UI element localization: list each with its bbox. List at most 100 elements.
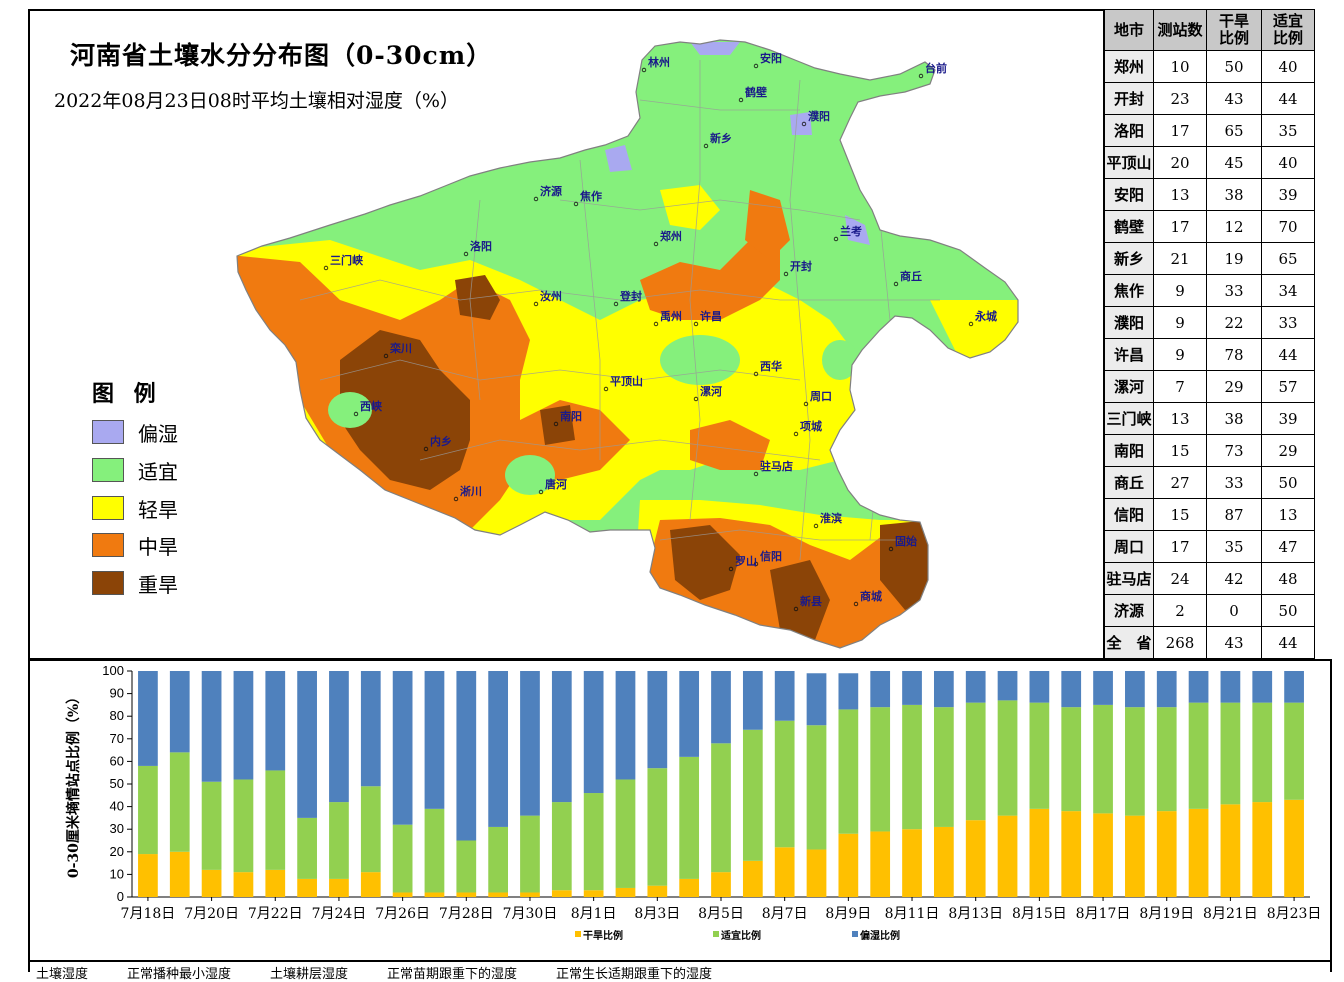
- note-panel: [28, 960, 1332, 972]
- place-marker: [463, 251, 469, 257]
- x-tick-label: 8月9日: [825, 906, 871, 922]
- bar-segment: [1029, 702, 1050, 809]
- bar-segment: [360, 872, 381, 897]
- place-marker: [641, 67, 647, 73]
- table-row: 鹤壁 17 12 70: [1104, 210, 1315, 243]
- legend-swatch: [92, 420, 124, 444]
- table-row: 驻马店 24 42 48: [1104, 562, 1315, 595]
- place-marker: [888, 546, 894, 552]
- bar-segment: [1156, 707, 1177, 812]
- legend-swatch: [92, 458, 124, 482]
- place-marker: [423, 446, 429, 452]
- cell-suitable-ratio: 33: [1261, 306, 1315, 339]
- place-label: 西华: [760, 359, 782, 373]
- bar-segment: [297, 671, 317, 818]
- x-tick-label: 7月28日: [439, 906, 494, 922]
- cell-suitable-ratio: 39: [1261, 402, 1315, 435]
- table-row: 全 省 268 43 44: [1104, 626, 1315, 659]
- place-label: 新县: [800, 594, 822, 608]
- place-marker: [813, 523, 819, 529]
- bar-segment: [1061, 671, 1082, 708]
- table-row: 郑州 10 50 40: [1104, 50, 1315, 83]
- place-marker: [853, 601, 859, 607]
- place-label: 洛阳: [470, 239, 492, 253]
- bar-segment: [1220, 702, 1241, 805]
- cell-drought-ratio: 65: [1206, 114, 1262, 147]
- bar-segment: [997, 700, 1018, 816]
- cell-city: 安阳: [1104, 178, 1154, 211]
- x-tick-label: 7月18日: [121, 906, 176, 922]
- cell-city: 周口: [1104, 530, 1154, 563]
- bar-segment: [392, 824, 413, 893]
- cell-suitable-ratio: 29: [1261, 434, 1315, 467]
- cell-suitable-ratio: 50: [1261, 594, 1315, 627]
- cell-city: 三门峡: [1104, 402, 1154, 435]
- bar-segment: [742, 860, 763, 897]
- bar-segment: [520, 892, 540, 897]
- y-tick-label: 40: [110, 799, 124, 814]
- place-label: 禹州: [660, 309, 682, 323]
- bar-segment: [583, 793, 604, 891]
- bar-segment: [329, 878, 349, 897]
- place-marker: [918, 73, 924, 79]
- bar-segment: [1188, 808, 1209, 897]
- cell-drought-ratio: 12: [1206, 210, 1262, 243]
- place-label: 固始: [895, 534, 917, 548]
- cell-city: 洛阳: [1104, 114, 1154, 147]
- bar-segment: [806, 725, 827, 850]
- bar-segment: [456, 892, 477, 897]
- legend-item-wet: 偏湿: [92, 418, 178, 446]
- place-marker: [793, 431, 799, 437]
- cell-city: 焦作: [1104, 274, 1154, 307]
- cell-station-count: 17: [1153, 210, 1207, 243]
- bar-segment: [997, 671, 1018, 701]
- zone-severe-drought-gushi: [880, 520, 935, 610]
- bar-segment: [1061, 811, 1082, 897]
- bar-segment: [1252, 702, 1273, 803]
- cell-drought-ratio: 19: [1206, 242, 1262, 275]
- header-drought-ratio-text: 干旱比例: [1218, 12, 1249, 47]
- x-tick-label: 7月24日: [312, 906, 367, 922]
- place-marker: [693, 396, 699, 402]
- cell-suitable-ratio: 65: [1261, 242, 1315, 275]
- x-tick-label: 8月11日: [885, 906, 940, 922]
- place-label: 永城: [974, 309, 997, 323]
- bar-segment: [1220, 671, 1241, 703]
- bar-segment: [679, 878, 700, 897]
- zone-suitable-zhecheng: [822, 340, 858, 380]
- bar-segment: [997, 815, 1018, 897]
- place-marker: [801, 121, 807, 127]
- place-marker: [353, 411, 359, 417]
- zone-severe-drought-west: [340, 330, 470, 490]
- bar-segment: [1284, 799, 1304, 897]
- y-tick-label: 60: [110, 753, 124, 768]
- zone-wet-north: [690, 42, 740, 55]
- x-tick-label: 8月19日: [1139, 906, 1194, 922]
- bar-segment: [392, 892, 413, 897]
- place-label: 南阳: [560, 409, 582, 423]
- cell-suitable-ratio: 40: [1261, 50, 1315, 83]
- bar-segment: [488, 671, 509, 827]
- x-tick-label: 8月21日: [1203, 906, 1258, 922]
- cell-suitable-ratio: 44: [1261, 338, 1315, 371]
- table-row: 许昌 9 78 44: [1104, 338, 1315, 371]
- bar-segment: [902, 671, 922, 705]
- bar-segment: [711, 872, 731, 897]
- bar-segment: [615, 671, 636, 780]
- place-label: 台前: [925, 61, 947, 75]
- bar-segment: [1125, 707, 1145, 816]
- place-label: 郑州: [660, 229, 682, 243]
- place-marker: [453, 496, 459, 502]
- bar-segment: [902, 829, 922, 897]
- cell-station-count: 9: [1153, 274, 1207, 307]
- cell-station-count: 7: [1153, 370, 1207, 403]
- place-marker: [753, 471, 759, 477]
- place-marker: [753, 371, 759, 377]
- table-row: 濮阳 9 22 33: [1104, 306, 1315, 339]
- place-label: 焦作: [579, 189, 602, 203]
- bar-segment: [742, 729, 763, 861]
- bar-segment: [615, 779, 636, 888]
- header-city: 地市: [1104, 9, 1154, 51]
- bar-segment: [360, 786, 381, 873]
- bar-segment: [297, 878, 317, 897]
